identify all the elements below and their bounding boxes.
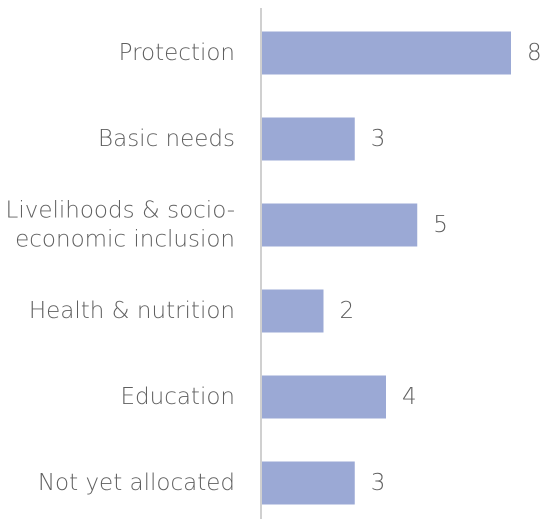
category-label-line: Health & nutrition (29, 298, 235, 324)
value-label-2: 5 (433, 212, 448, 238)
bar-3 (261, 289, 324, 333)
category-label-2: Livelihoods & socio-economic inclusion (6, 198, 236, 253)
category-label-line: Not yet allocated (38, 470, 235, 496)
bar-4 (261, 375, 386, 419)
bar-5 (261, 461, 355, 505)
value-label-3: 2 (340, 298, 355, 324)
category-label-line: Protection (119, 40, 235, 66)
category-label-line: Livelihoods & socio- (6, 198, 236, 224)
category-label-0: Protection (119, 40, 235, 66)
bar-2 (261, 203, 418, 247)
category-label-line: economic inclusion (15, 227, 235, 253)
category-label-line: Basic needs (98, 126, 235, 152)
value-labels-layer: 8 3 5 2 4 3 (340, 40, 541, 496)
value-label-4: 4 (402, 384, 417, 410)
bars-layer (261, 31, 511, 505)
category-label-3: Health & nutrition (29, 298, 235, 324)
value-label-5: 3 (371, 470, 386, 496)
bar-1 (261, 117, 355, 161)
category-label-line: Education (120, 384, 235, 410)
value-label-1: 3 (371, 126, 386, 152)
category-labels-layer: Protection Basic needs Livelihoods & socio… (6, 40, 236, 496)
category-label-1: Basic needs (98, 126, 235, 152)
category-label-5: Not yet allocated (38, 470, 235, 496)
bar-0 (261, 31, 511, 75)
category-label-4: Education (120, 384, 235, 410)
value-label-0: 8 (527, 40, 541, 66)
